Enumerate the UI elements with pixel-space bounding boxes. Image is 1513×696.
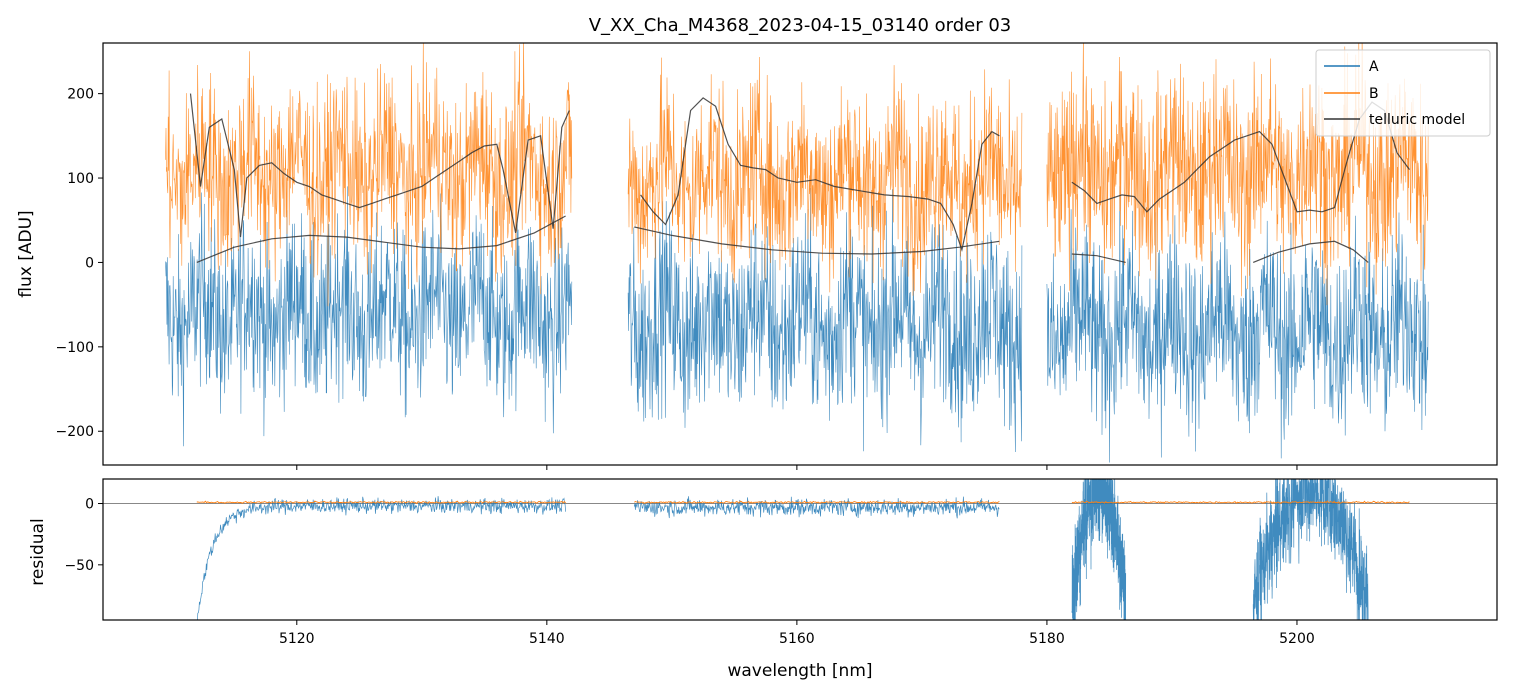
residual-a-segment-1 [633,496,1000,519]
legend-label-a: A [1369,59,1379,75]
top-ytick-label: −100 [56,340,94,356]
telluric-model-lower-1 [634,226,1000,255]
bottom-panel: −50 0 5120 5140 5160 5180 5200 residual wavel… [28,478,1498,681]
telluric-model-upper-2 [1071,101,1410,213]
top-ytick-label: 100 [67,171,94,187]
top-ytick-label: 200 [67,87,94,103]
series-a-segment-2 [1046,186,1429,463]
bottom-xtick-label: 5120 [279,631,315,647]
bottom-xtick-label: 5200 [1279,631,1315,647]
series-a-segment-0 [165,186,573,447]
top-ytick-label: −200 [56,424,94,440]
legend-box [1315,49,1491,137]
chart-title: V_XX_Cha_M4368_2023-04-15_03140 order 03 [589,15,1012,36]
telluric-model-lower-2 [1071,253,1126,263]
top-panel: −200 −100 0 100 200 flux [ADU] [16,42,1498,470]
telluric-model-upper-1 [640,97,1000,253]
series-a-segment-1 [627,187,1023,453]
top-ylabel: flux [ADU] [16,210,36,297]
bottom-ytick-label: 0 [85,497,94,513]
bottom-xtick-label: 5180 [1029,631,1065,647]
residual-b-segment-2 [1071,500,1410,505]
series-b-segment-2 [1046,43,1429,306]
top-ytick-label: 0 [85,255,94,271]
bottom-xtick-label: 5140 [529,631,565,647]
legend-label-b: B [1369,86,1379,102]
residual-a-segment-2 [1071,479,1127,620]
series-b-segment-1 [627,56,1023,296]
xlabel: wavelength [nm] [727,661,872,681]
bottom-ylabel: residual [28,518,48,585]
residual-b-segment-0 [196,500,566,504]
legend-label-telluric: telluric model [1369,112,1465,128]
telluric-model-upper-0 [189,93,570,238]
top-axes-frame [102,42,1498,466]
residual-b-segment-1 [634,500,1000,504]
residual-a-segment-0 [197,496,566,620]
telluric-model-lower-0 [196,215,566,263]
legend: A B telluric model [1315,49,1491,137]
bottom-ytick-label: −50 [64,558,94,574]
residual-a-segment-3 [1252,479,1369,620]
bottom-axes-frame [102,478,1498,621]
telluric-model-lower-3 [1252,240,1369,263]
bottom-xtick-label: 5160 [779,631,815,647]
